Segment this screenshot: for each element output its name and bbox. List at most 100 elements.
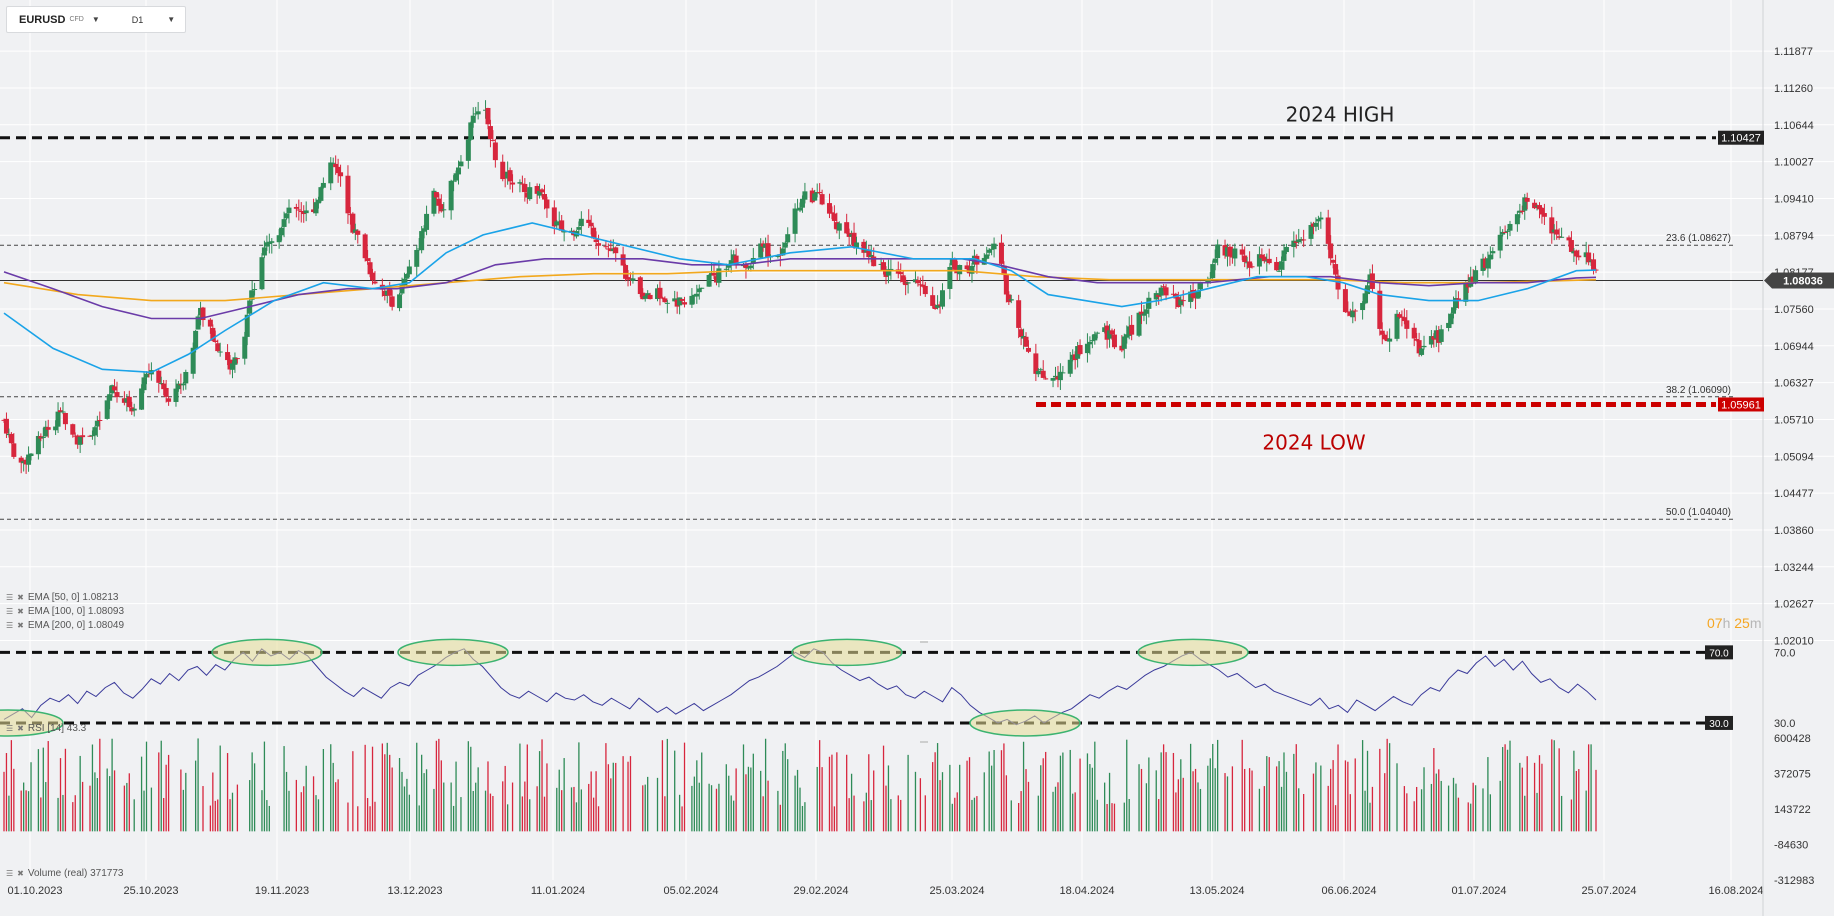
candle-body (468, 122, 474, 140)
candle-body (370, 272, 376, 281)
y-tick-label: 1.10027 (1774, 157, 1814, 169)
candle-body (939, 290, 945, 307)
candle-body (1016, 300, 1022, 328)
candle-body (35, 435, 41, 455)
ema50-label: EMA [50, 0] 1.08213 (27, 592, 119, 603)
y-tick-label: 1.03860 (1774, 525, 1814, 537)
timeframe-selector[interactable]: D1 (131, 14, 144, 25)
candle-body (1050, 378, 1056, 381)
fib-level-label: 38.2 (1.06090) (1666, 385, 1731, 396)
candle-body (207, 319, 213, 327)
rsi-y-tick: 70.0 (1774, 647, 1795, 659)
candle-body (1092, 334, 1098, 341)
candle-body (861, 241, 867, 253)
y-tick-label: 1.05094 (1774, 451, 1814, 463)
settings-icon[interactable]: ☰ (6, 593, 14, 602)
symbol-dropdown-icon[interactable]: ▼ (91, 15, 100, 24)
candle-body (163, 387, 169, 397)
candle-body (229, 363, 235, 370)
close-icon[interactable]: ✖ (17, 593, 24, 602)
candle-body (1003, 274, 1009, 295)
volume-legend[interactable]: ☰ ✖ Volume (real) 371773 (6, 868, 124, 879)
x-tick-label: 25.03.2024 (929, 885, 984, 897)
candle-body (372, 281, 378, 284)
candle-body (1001, 265, 1007, 275)
candle-body (1554, 229, 1560, 235)
candle-body (986, 249, 992, 253)
candle-body (1033, 353, 1039, 374)
ema200-legend[interactable]: ☰ ✖ EMA [200, 0] 1.08049 (6, 620, 124, 631)
candle-body (522, 183, 528, 193)
candle-body (1308, 225, 1314, 239)
symbol-type: CFD (69, 16, 84, 23)
candle-body (45, 427, 51, 430)
ema200-line (3, 269, 1597, 302)
rsi-highlight-ellipse (0, 709, 64, 737)
candle-body (1451, 307, 1457, 314)
candle-body (180, 383, 186, 386)
close-icon[interactable]: ✖ (17, 869, 24, 878)
candle-body (1532, 202, 1538, 209)
candle-body (259, 257, 265, 290)
rsi-highlight-ellipse (211, 638, 323, 667)
candle-body (1502, 232, 1508, 234)
candle-body (97, 419, 103, 421)
candle-body (244, 314, 250, 337)
volume-group (3, 738, 1597, 832)
candle-body (1428, 336, 1434, 345)
close-icon[interactable]: ✖ (17, 724, 24, 733)
timeframe-dropdown-icon[interactable]: ▼ (167, 15, 176, 24)
candle-body (1281, 250, 1287, 261)
candle-body (623, 265, 629, 279)
candle-body (419, 231, 425, 251)
candle-body (829, 212, 835, 214)
candle-body (269, 241, 275, 243)
candle-body (733, 255, 739, 265)
candle-body (657, 287, 663, 299)
candle-body (831, 213, 837, 221)
candle-body (328, 162, 334, 184)
candle-body (166, 398, 172, 402)
ema100-label: EMA [100, 0] 1.08093 (27, 606, 125, 617)
close-icon[interactable]: ✖ (17, 621, 24, 630)
settings-icon[interactable]: ☰ (6, 724, 14, 733)
candle-body (286, 207, 292, 214)
candle-body (490, 139, 496, 141)
y-tick-label: 1.03244 (1774, 562, 1814, 574)
current-price-value: 1.08036 (1783, 276, 1823, 288)
candle-body (131, 408, 137, 411)
rsi-highlight-ellipse (969, 709, 1081, 737)
candle-body (438, 204, 444, 212)
settings-icon[interactable]: ☰ (6, 607, 14, 616)
candle-body (1261, 256, 1267, 262)
candle-body (799, 198, 805, 208)
rsi-legend[interactable]: ☰ ✖ RSI [14] 43.3 (6, 723, 86, 734)
settings-icon[interactable]: ☰ (6, 869, 14, 878)
candle-body (551, 207, 557, 227)
candle-body (578, 218, 584, 227)
candle-body (1232, 248, 1238, 259)
candle-body (1227, 246, 1233, 257)
candle-body (544, 199, 550, 209)
candle-body (517, 182, 523, 184)
ema100-legend[interactable]: ☰ ✖ EMA [100, 0] 1.08093 (6, 606, 124, 617)
candle-body (984, 254, 990, 259)
ema50-legend[interactable]: ☰ ✖ EMA [50, 0] 1.08213 (6, 592, 119, 603)
close-icon[interactable]: ✖ (17, 607, 24, 616)
candle-body (672, 298, 678, 302)
candle-body (881, 262, 887, 271)
candle-body (630, 278, 636, 281)
candle-body (421, 228, 427, 232)
settings-icon[interactable]: ☰ (6, 621, 14, 630)
candle-body (1446, 322, 1452, 329)
x-tick-label: 25.07.2024 (1581, 885, 1636, 897)
candle-body (18, 457, 24, 463)
candle-body (320, 182, 326, 188)
candle-body (1242, 255, 1248, 263)
symbol-selector[interactable]: EURUSD CFD ▼ D1 ▼ (6, 6, 186, 33)
candle-body (991, 243, 997, 250)
candle-body (1008, 299, 1014, 301)
candle-body (1195, 290, 1201, 299)
x-tick-label: 13.12.2023 (387, 885, 442, 897)
